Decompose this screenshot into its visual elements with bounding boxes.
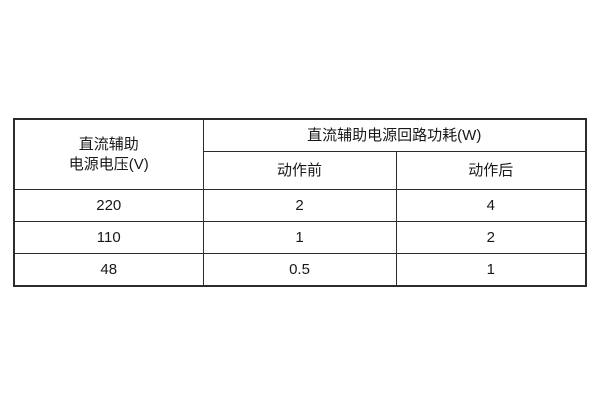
header-cell-after-action: 动作后 [395,151,587,190]
cell-after-action: 1 [395,253,587,287]
table-header-row-group: 直流辅助 电源电压(V) 直流辅助电源回路功耗(W) [13,118,587,190]
cell-before-action: 1 [202,221,397,254]
table-header-row-sub: 动作前 动作后 [14,151,587,190]
table-row: 48 0.5 1 [13,253,587,287]
cell-before-action: 2 [202,189,397,222]
cell-after-action: 4 [395,189,587,222]
cell-after-action: 2 [395,221,587,254]
cell-voltage: 110 [13,221,204,254]
dc-auxiliary-power-consumption-table: 直流辅助 电源电压(V) 直流辅助电源回路功耗(W) 动作前 动作后 220 2… [13,118,587,287]
cell-before-action: 0.5 [202,253,397,287]
header-voltage-line2: 电源电压(V) [68,155,149,173]
header-cell-before-action: 动作前 [202,151,397,190]
header-cell-voltage: 直流辅助 电源电压(V) [13,118,204,190]
cell-voltage: 220 [13,189,204,222]
cell-voltage: 48 [13,253,204,287]
header-voltage-line1: 直流辅助 [78,135,139,153]
header-cell-power-consumption-group: 直流辅助电源回路功耗(W) [202,118,587,152]
table-row: 110 1 2 [13,221,587,254]
table-row: 220 2 4 [13,189,587,222]
